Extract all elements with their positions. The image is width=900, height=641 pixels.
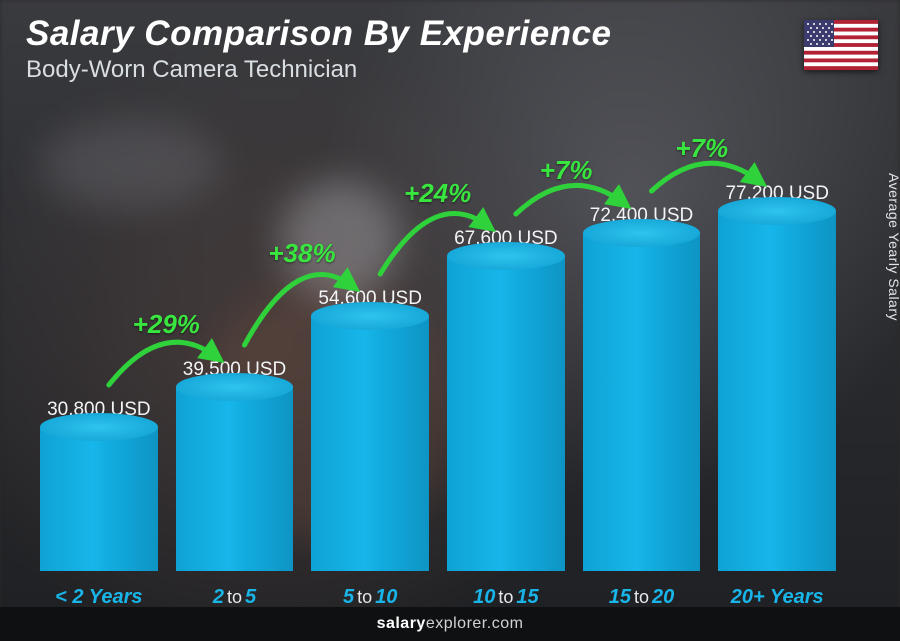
bar-front bbox=[40, 427, 158, 571]
bar-front bbox=[447, 256, 565, 571]
bar-front bbox=[176, 387, 294, 571]
bar-top-cap bbox=[718, 197, 836, 225]
page-title: Salary Comparison By Experience bbox=[26, 14, 611, 54]
footer-brand-rest: explorer.com bbox=[426, 615, 524, 633]
bar-group: 54,600 USD5to10 bbox=[311, 288, 429, 571]
bar-category-label: 2to5 bbox=[213, 586, 256, 609]
bar bbox=[311, 316, 429, 571]
bar-category-label: 10to15 bbox=[473, 586, 539, 609]
bar-group: 72,400 USD15to20 bbox=[583, 205, 701, 571]
page-subtitle: Body-Worn Camera Technician bbox=[26, 56, 357, 84]
y-axis-label: Average Yearly Salary bbox=[886, 173, 900, 321]
bar-category-label: 15to20 bbox=[609, 586, 675, 609]
bar-top-cap bbox=[447, 242, 565, 270]
salary-bar-chart: 30,800 USD< 2 Years39,500 USD2to554,600 … bbox=[40, 100, 836, 571]
bar-category-label: 5to10 bbox=[343, 586, 397, 609]
infographic-content: Salary Comparison By Experience Body-Wor… bbox=[0, 0, 900, 641]
bar-top-cap bbox=[176, 373, 294, 401]
bar bbox=[176, 387, 294, 571]
bar-group: 77,200 USD20+ Years bbox=[718, 183, 836, 571]
bar-front bbox=[583, 233, 701, 571]
bar-category-label: < 2 Years bbox=[55, 586, 142, 609]
bar bbox=[718, 211, 836, 571]
bar-top-cap bbox=[583, 219, 701, 247]
bar bbox=[583, 233, 701, 571]
bar-front bbox=[718, 211, 836, 571]
bar-top-cap bbox=[311, 302, 429, 330]
bar-front bbox=[311, 316, 429, 571]
bar-group: 39,500 USD2to5 bbox=[176, 359, 294, 571]
flag-icon bbox=[804, 20, 878, 70]
bar bbox=[40, 427, 158, 571]
bar-category-label: 20+ Years bbox=[731, 586, 824, 609]
bar-group: 30,800 USD< 2 Years bbox=[40, 399, 158, 571]
bar-top-cap bbox=[40, 413, 158, 441]
bar-group: 67,600 USD10to15 bbox=[447, 228, 565, 571]
bar bbox=[447, 256, 565, 571]
footer-attribution: salaryexplorer.com bbox=[0, 607, 900, 641]
footer-brand-bold: salary bbox=[377, 615, 426, 633]
